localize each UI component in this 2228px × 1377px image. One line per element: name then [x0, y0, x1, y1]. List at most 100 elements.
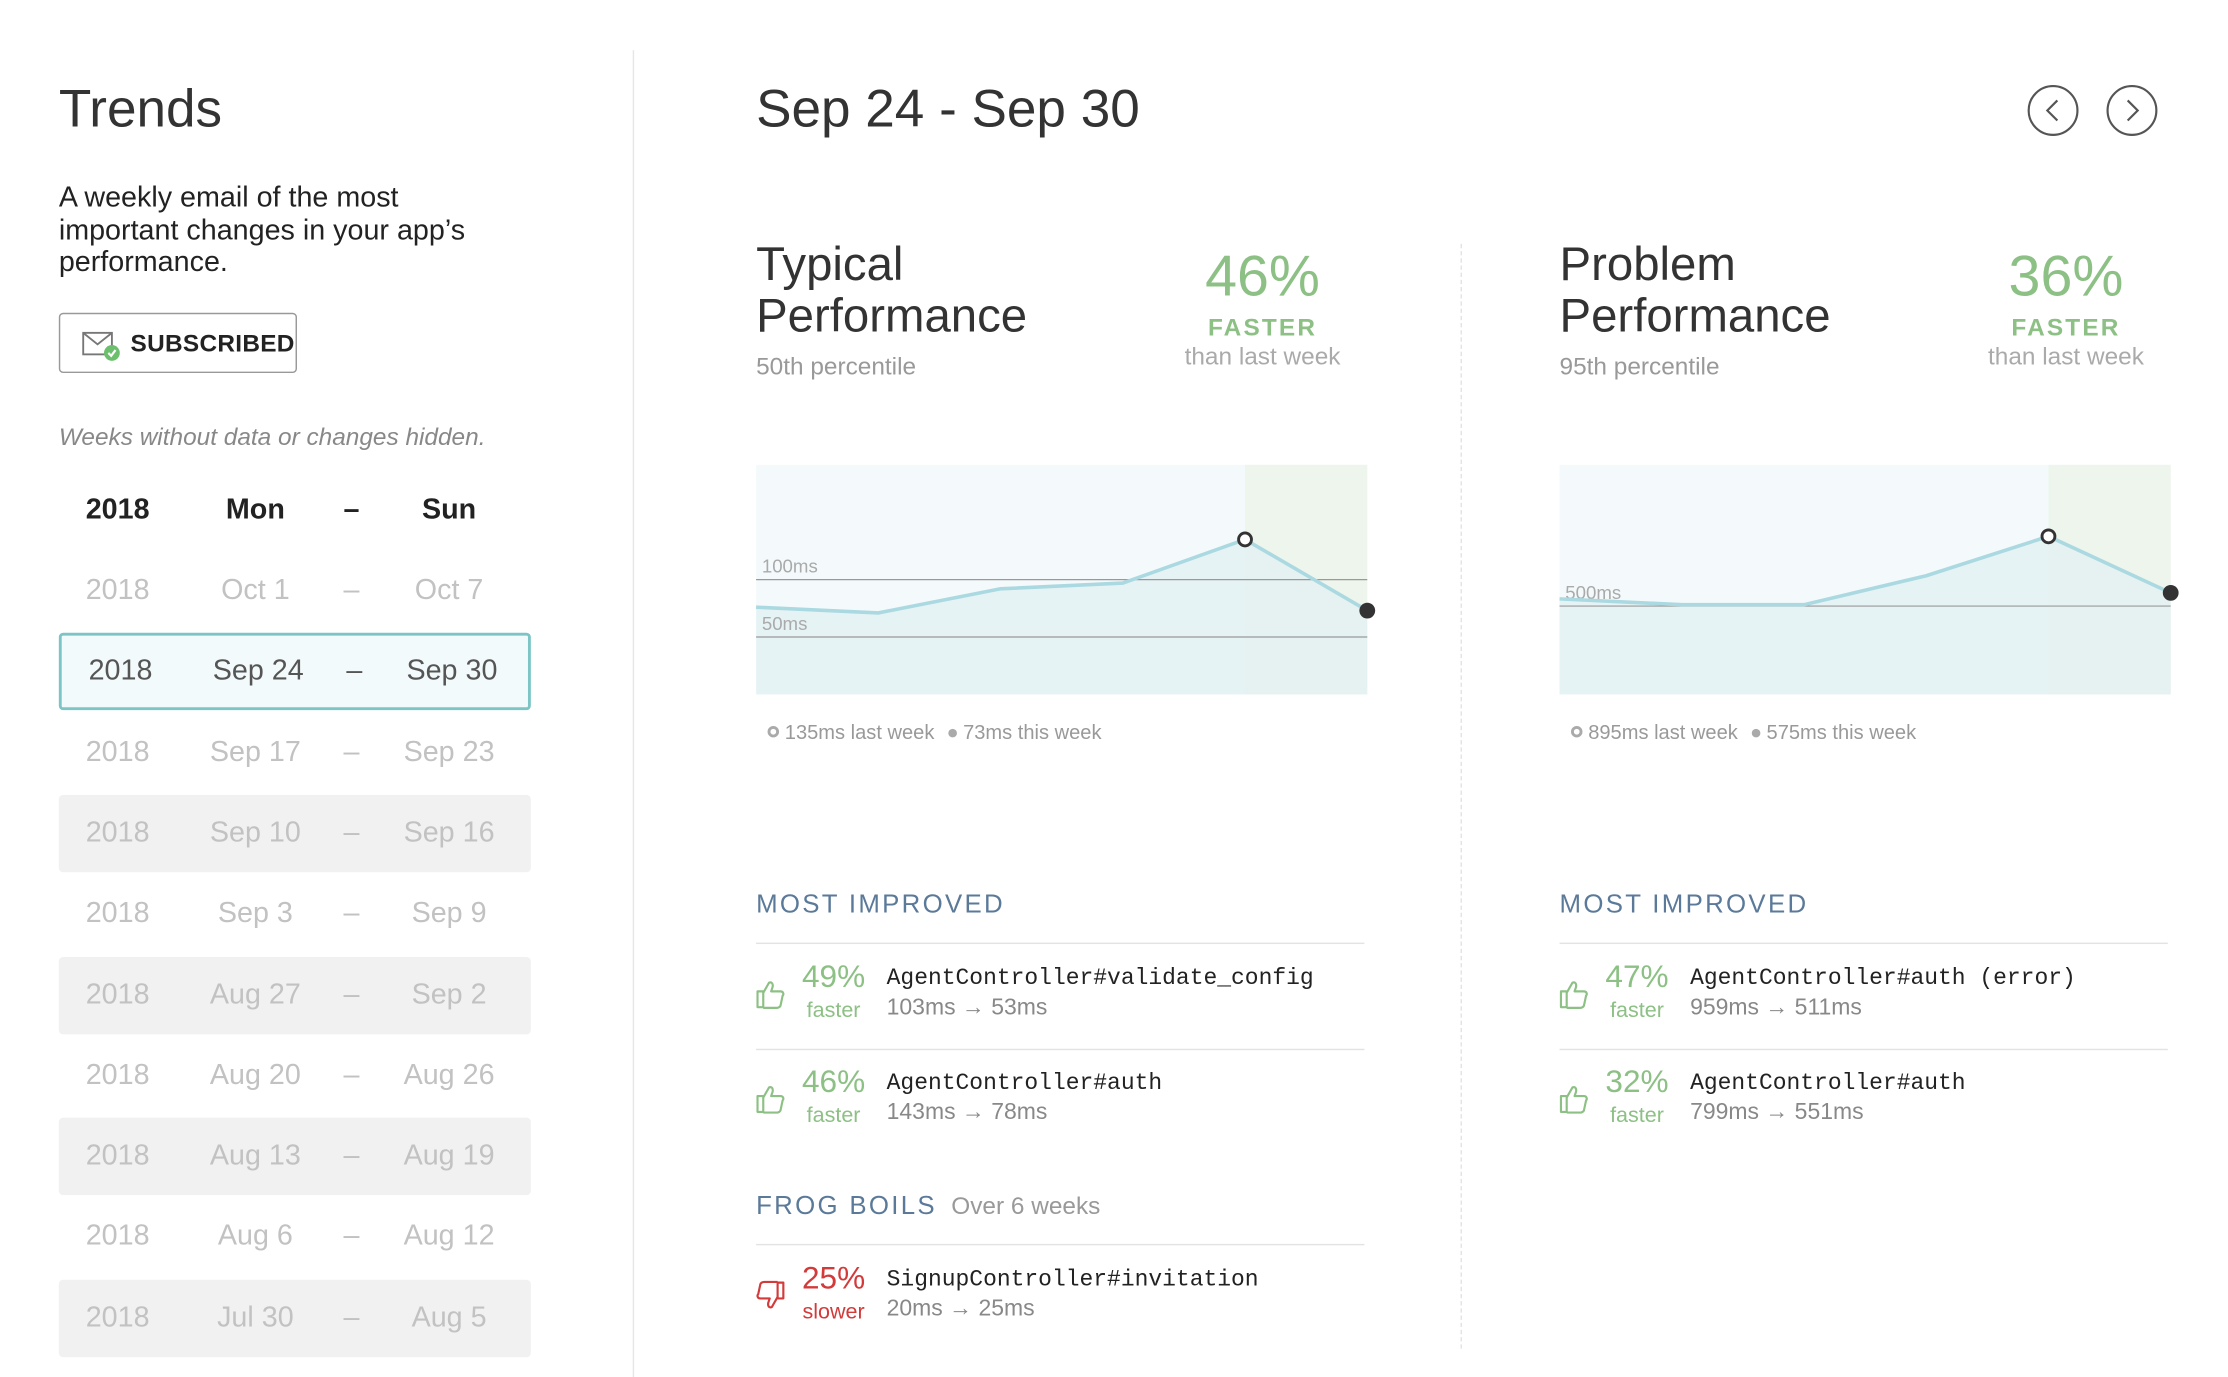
- response-chart: 500ms: [1559, 464, 2179, 695]
- y-tick-label: 50ms: [762, 613, 808, 634]
- week-cell: 2018: [85, 1301, 150, 1334]
- week-title: Sep 24 - Sep 30: [756, 78, 1140, 138]
- sidebar-description: A weekly email of the most important cha…: [58, 182, 466, 279]
- legend-label: 135ms last week: [784, 720, 935, 744]
- section-rule: [756, 1243, 1365, 1246]
- week-cell: Aug 26: [403, 1059, 495, 1091]
- week-cell: 2018: [85, 816, 150, 849]
- item-rule: [1559, 1048, 2168, 1051]
- last-week-point: [1237, 531, 1253, 548]
- icon-shape: [756, 981, 785, 1009]
- change-percent: 46%: [1205, 245, 1320, 309]
- week-cell: Aug 27: [209, 978, 301, 1011]
- week-cell: 2018: [85, 1220, 150, 1253]
- panel-subtitle: 95th percentile: [1559, 352, 1720, 381]
- header-cell: –: [343, 494, 360, 526]
- week-cell: Sep 23: [403, 736, 495, 768]
- week-row[interactable]: 2018 Sep 24 – Sep 30: [58, 633, 531, 711]
- week-row[interactable]: 2018 Sep 17 – Sep 23: [59, 714, 531, 791]
- response-chart: 50ms 100ms: [756, 464, 1376, 695]
- week-cell: Sep 3: [217, 897, 293, 930]
- week-cell: 2018: [85, 736, 150, 768]
- section-rule: [1559, 942, 2168, 945]
- legend-dot: [1752, 728, 1761, 738]
- icon-shape: [756, 1086, 785, 1114]
- section-title: MOST IMPROVED: [1559, 889, 1809, 919]
- week-cell: Sep 9: [411, 897, 487, 930]
- button-label: SUBSCRIBED: [130, 329, 295, 358]
- legend-dot: [767, 725, 780, 738]
- next-week[interactable]: [2106, 85, 2158, 136]
- week-cell: Sep 2: [411, 978, 487, 1011]
- line: [1559, 534, 2172, 607]
- week-cell: –: [343, 1301, 360, 1334]
- week-cell: –: [343, 736, 360, 768]
- section-heading: FROG BOILS Over 6 weeks: [756, 1191, 1100, 1221]
- area: [756, 539, 1368, 695]
- section-title: MOST IMPROVED: [756, 889, 1005, 919]
- week-cell: Aug 12: [403, 1220, 495, 1253]
- sidebar-title: Trends: [58, 78, 223, 138]
- week-row[interactable]: 2018 Sep 10 – Sep 16: [58, 794, 531, 873]
- change-direction: FASTER: [1207, 314, 1318, 342]
- thumbs-up-icon: [756, 981, 785, 1009]
- area: [1559, 536, 2171, 695]
- panel-subtitle: 50th percentile: [756, 352, 917, 381]
- legend-item: 575ms this week: [1752, 720, 1916, 743]
- item-direction: faster: [806, 1103, 861, 1128]
- legend-label: 73ms this week: [963, 720, 1102, 744]
- item-detail: 959ms → 511ms: [1690, 995, 1862, 1021]
- item-direction: faster: [1610, 1103, 1664, 1128]
- mail-icon: [82, 331, 120, 361]
- subscribed-button[interactable]: SUBSCRIBED: [58, 312, 297, 374]
- header-cell: 2018: [85, 494, 150, 526]
- week-cell: Sep 30: [406, 655, 498, 687]
- item-name: AgentController#auth: [886, 1070, 1163, 1097]
- week-cell: 2018: [85, 1140, 150, 1172]
- week-cell: 2018: [85, 1059, 150, 1091]
- item-percent: 47%: [1605, 958, 1669, 995]
- thumbs-down-icon: [756, 1280, 785, 1309]
- panel-divider: [1460, 243, 1462, 1349]
- change-comparison: than last week: [1184, 342, 1341, 371]
- week-cell: Sep 16: [403, 816, 495, 849]
- week-row[interactable]: 2018 Aug 27 – Sep 2: [58, 956, 531, 1034]
- thumbs-up-icon: [1559, 1086, 1588, 1114]
- item-name: AgentController#validate_config: [886, 965, 1314, 992]
- week-row[interactable]: 2018 Aug 13 – Aug 19: [58, 1117, 531, 1196]
- item-rule: [756, 1048, 1365, 1051]
- item-detail: 143ms → 78ms: [886, 1100, 1048, 1125]
- week-cell: Aug 19: [403, 1140, 495, 1172]
- week-cell: –: [343, 574, 360, 607]
- week-row[interactable]: 2018 Oct 1 – Oct 7: [59, 552, 531, 629]
- week-cell: –: [346, 655, 363, 687]
- previous-week[interactable]: [2027, 85, 2079, 136]
- week-cell: 2018: [85, 574, 150, 607]
- change-comparison: than last week: [1988, 342, 2144, 371]
- week-cell: Aug 6: [217, 1220, 293, 1253]
- item-name: SignupController#invitation: [886, 1266, 1259, 1293]
- chart-legend: 895ms last week 575ms this week: [1570, 720, 1930, 744]
- change-direction: FASTER: [2011, 314, 2121, 342]
- y-tick-label: 500ms: [1565, 582, 1621, 603]
- legend-label: 895ms last week: [1588, 720, 1738, 744]
- week-row[interactable]: 2018 Aug 6 – Aug 12: [59, 1199, 531, 1276]
- legend-item: 895ms last week: [1570, 720, 1738, 744]
- sidebar-note: Weeks without data or changes hidden.: [58, 423, 486, 451]
- this-week-point: [1359, 602, 1376, 619]
- week-row[interactable]: 2018 Aug 20 – Aug 26: [59, 1037, 531, 1114]
- week-cell: –: [343, 816, 360, 849]
- item-percent: 32%: [1605, 1063, 1669, 1099]
- week-row[interactable]: 2018 Jul 30 – Aug 5: [58, 1279, 531, 1357]
- item-detail: 103ms → 53ms: [886, 995, 1048, 1021]
- legend-item: 135ms last week: [767, 720, 935, 744]
- week-row[interactable]: 2018 Sep 3 – Sep 9: [59, 875, 531, 952]
- section-title: FROG BOILS: [756, 1190, 937, 1220]
- panel-title: Typical Performance: [756, 236, 1028, 342]
- week-cell: –: [343, 1059, 360, 1091]
- week-cell: Oct 1: [221, 574, 290, 607]
- week-cell: 2018: [88, 655, 153, 687]
- section-heading: MOST IMPROVED: [1560, 890, 1809, 920]
- header-cell: Mon: [225, 494, 285, 526]
